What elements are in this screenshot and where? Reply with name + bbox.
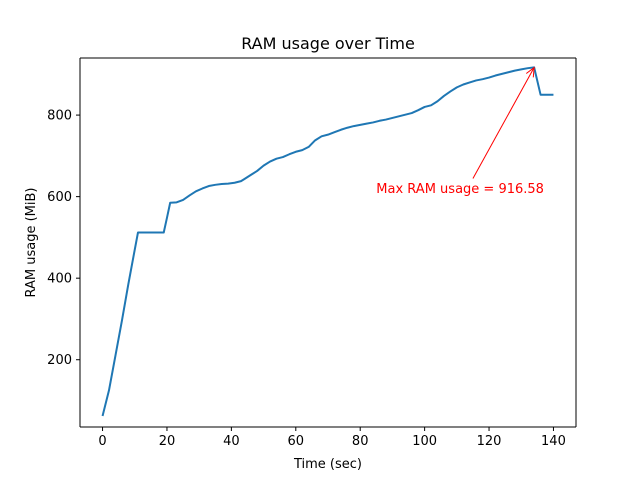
annotation-arrow-head-0 [525,66,535,78]
x-tick-label: 40 [223,434,240,449]
y-tick-label: 400 [47,272,72,287]
series-line-0 [101,66,554,417]
x-tick-label: 60 [288,434,305,449]
annotation-text-0: Max RAM usage = 916.58 [376,182,544,197]
x-axis-label: Time (sec) [293,457,362,472]
x-tick-label: 120 [477,434,502,449]
y-tick-label: 600 [47,190,72,205]
annotation-arrow-line-0 [472,67,535,179]
x-tick-label: 140 [541,434,566,449]
x-tick-label: 20 [159,434,176,449]
chart-title: RAM usage over Time [241,34,415,53]
y-axis-label: RAM usage (MiB) [24,188,39,298]
y-tick-label: 800 [47,109,72,124]
x-tick-label: 80 [352,434,369,449]
y-tick-label: 200 [47,353,72,368]
x-tick-label: 100 [412,434,437,449]
x-tick-label: 0 [98,434,106,449]
